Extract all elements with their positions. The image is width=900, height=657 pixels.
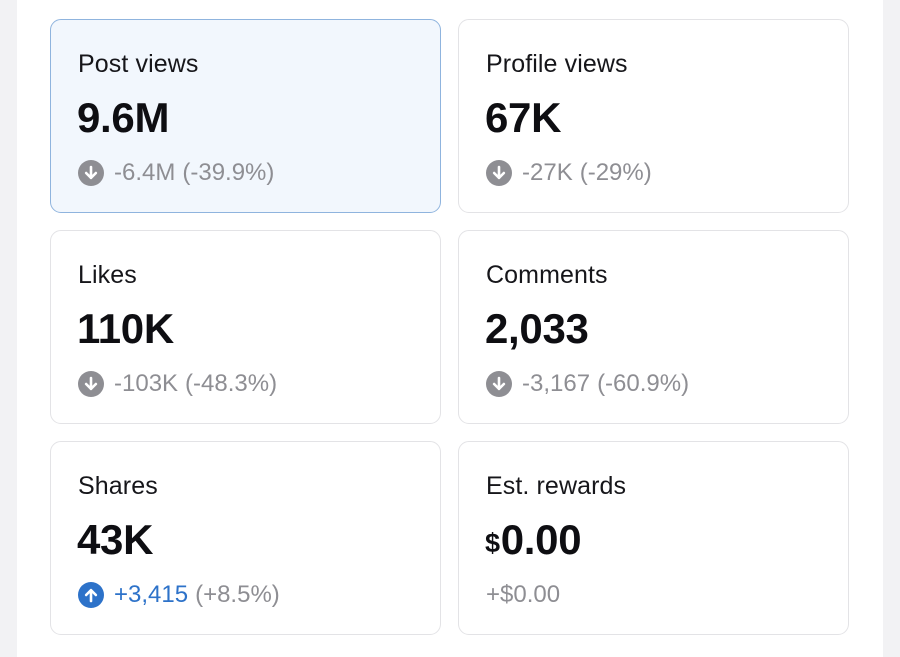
- metric-card-likes[interactable]: Likes 110K -103K (-48.3%): [50, 230, 441, 424]
- metric-value: 43K: [77, 516, 154, 563]
- change-percent: (+8.5%): [195, 581, 280, 608]
- metric-card-profile-views[interactable]: Profile views 67K -27K (-29%): [458, 19, 849, 213]
- metric-value: 67K: [485, 94, 562, 141]
- currency-symbol: $: [485, 528, 500, 558]
- metric-value: 9.6M: [77, 94, 170, 141]
- metric-card-post-views[interactable]: Post views 9.6M -6.4M (-39.9%): [50, 19, 441, 213]
- metric-label: Comments: [486, 261, 608, 289]
- change-percent: (-29%): [579, 159, 652, 186]
- metric-card-comments[interactable]: Comments 2,033 -3,167 (-60.9%): [458, 230, 849, 424]
- metric-label: Likes: [78, 261, 137, 289]
- metrics-grid: Post views 9.6M -6.4M (-39.9%) Profile v…: [50, 19, 849, 635]
- change-value: -3,167: [522, 370, 591, 397]
- change-percent: (-60.9%): [597, 370, 690, 397]
- change-percent: (-39.9%): [182, 159, 275, 186]
- metric-change: +3,415 (+8.5%): [78, 581, 280, 609]
- arrow-down-circle-icon: [78, 371, 104, 397]
- metric-value-amount: 0.00: [500, 516, 582, 563]
- metric-label: Shares: [78, 472, 158, 500]
- metric-card-est-rewards[interactable]: Est. rewards $0.00 +$0.00: [458, 441, 849, 635]
- change-value: +$0.00: [486, 581, 561, 608]
- change-value: -103K: [114, 370, 179, 397]
- arrow-down-circle-icon: [78, 160, 104, 186]
- metric-change: -6.4M (-39.9%): [78, 159, 274, 187]
- metric-change: +$0.00: [486, 581, 560, 609]
- metric-label: Est. rewards: [486, 472, 627, 500]
- metric-value: $0.00: [485, 516, 582, 564]
- change-value: -27K: [522, 159, 573, 186]
- arrow-down-circle-icon: [486, 160, 512, 186]
- metric-label: Post views: [78, 50, 199, 78]
- change-percent: (-48.3%): [185, 370, 278, 397]
- metric-change: -27K (-29%): [486, 159, 652, 187]
- metric-value: 2,033: [485, 305, 589, 352]
- metric-label: Profile views: [486, 50, 628, 78]
- change-value: -6.4M: [114, 159, 176, 186]
- change-value: +3,415: [114, 581, 189, 608]
- metric-card-shares[interactable]: Shares 43K +3,415 (+8.5%): [50, 441, 441, 635]
- metric-change: -103K (-48.3%): [78, 370, 277, 398]
- metric-value: 110K: [77, 305, 174, 352]
- arrow-up-circle-icon: [78, 582, 104, 608]
- metric-change: -3,167 (-60.9%): [486, 370, 689, 398]
- arrow-down-circle-icon: [486, 371, 512, 397]
